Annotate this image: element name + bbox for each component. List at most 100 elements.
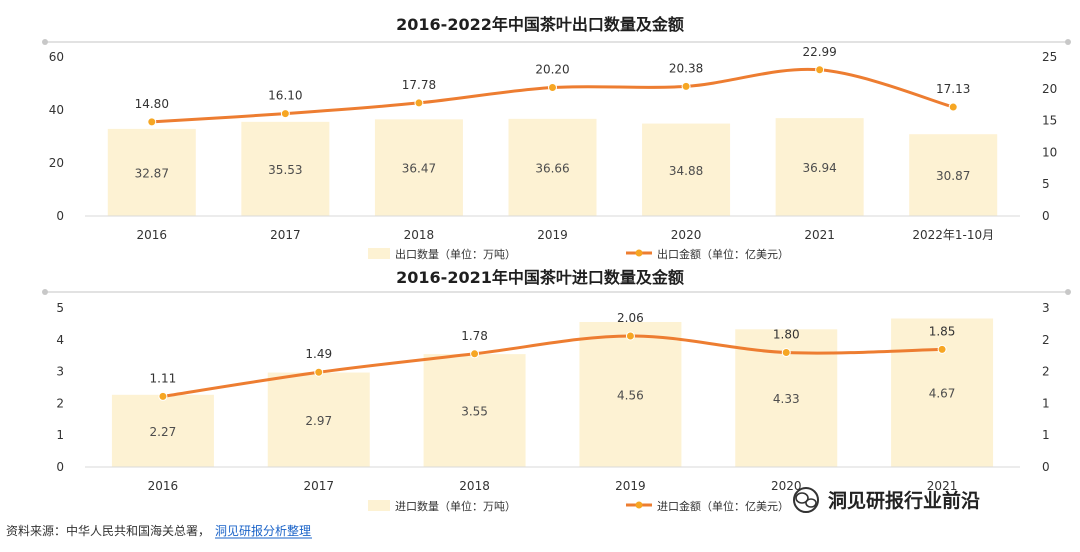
line-series bbox=[162, 334, 943, 398]
left-tick-label: 2 bbox=[56, 396, 64, 410]
right-tick-label: 2 bbox=[1042, 333, 1050, 347]
bar-value-label: 4.67 bbox=[929, 387, 956, 401]
bar bbox=[508, 118, 597, 216]
bar bbox=[891, 318, 994, 467]
bar-value-label: 2.97 bbox=[305, 414, 332, 428]
right-tick-label: 25 bbox=[1042, 50, 1057, 64]
bar bbox=[107, 128, 196, 216]
left-tick-label: 0 bbox=[56, 209, 64, 223]
bar-value-label: 36.47 bbox=[402, 162, 436, 176]
line-value-label: 1.80 bbox=[773, 328, 800, 342]
line-value-label: 1.85 bbox=[929, 324, 956, 338]
line-value-label: 20.38 bbox=[669, 61, 703, 75]
line-point bbox=[147, 117, 157, 127]
brand-name: 洞见研报行业前沿 bbox=[828, 489, 980, 512]
top-rule-dot-right bbox=[1065, 289, 1071, 295]
category-label: 2016 bbox=[148, 479, 179, 493]
line-value-label: 20.20 bbox=[535, 63, 569, 77]
line-value-label: 14.80 bbox=[135, 97, 169, 111]
source-note: 资料来源：中华人民共和国海关总署， bbox=[6, 523, 210, 538]
category-label: 2019 bbox=[537, 228, 568, 242]
line-value-label: 1.78 bbox=[461, 329, 488, 343]
bar bbox=[241, 121, 330, 216]
line-point bbox=[470, 349, 480, 359]
category-label: 2016 bbox=[137, 228, 168, 242]
bar bbox=[111, 394, 214, 467]
line-point bbox=[548, 83, 557, 93]
category-label: 2021 bbox=[804, 228, 835, 242]
category-label: 2017 bbox=[270, 228, 301, 242]
left-tick-label: 40 bbox=[49, 103, 64, 117]
source-link[interactable]: 洞见研报分析整理 bbox=[215, 523, 311, 538]
import-chart: 2016-2021年中国茶叶进口数量及金额 0 1 2 3 4 5 0 1 1 2 2 3 2.27 2.9… bbox=[42, 268, 1071, 513]
left-tick-label: 1 bbox=[56, 428, 64, 442]
bar bbox=[775, 118, 864, 216]
legend-line-marker bbox=[635, 501, 643, 509]
bar-value-label: 30.87 bbox=[936, 169, 970, 183]
right-tick-label: 1 bbox=[1042, 396, 1050, 410]
legend-line-label: 出口金额（单位：亿美元） bbox=[657, 247, 789, 261]
legend-bar-label: 进口数量（单位：万吨） bbox=[395, 499, 516, 513]
line-point bbox=[815, 65, 825, 75]
bar bbox=[909, 134, 998, 216]
category-label: 2018 bbox=[459, 479, 490, 493]
bar-value-label: 34.88 bbox=[669, 164, 703, 178]
bar-value-label: 35.53 bbox=[268, 163, 302, 177]
legend-bar-swatch bbox=[368, 500, 390, 511]
line-point bbox=[937, 344, 947, 354]
line-value-label: 1.49 bbox=[305, 347, 332, 361]
line-point bbox=[781, 348, 791, 358]
category-label: 2017 bbox=[303, 479, 334, 493]
line-point bbox=[414, 98, 424, 108]
bar-value-label: 3.55 bbox=[461, 405, 488, 419]
line-value-label: 2.06 bbox=[617, 311, 644, 325]
left-tick-label: 0 bbox=[56, 460, 64, 474]
bar bbox=[642, 123, 731, 216]
bar bbox=[267, 372, 370, 467]
legend-line-marker bbox=[635, 249, 643, 257]
line-point bbox=[314, 367, 324, 377]
category-label: 2020 bbox=[671, 228, 702, 242]
left-tick-label: 60 bbox=[49, 50, 64, 64]
export-chart: 2016-2022年中国茶叶出口数量及金额 0 20 40 60 0 5 10 15 20 25 32… bbox=[42, 15, 1071, 261]
legend-line-label: 进口金额（单位：亿美元） bbox=[657, 499, 789, 513]
bar-value-label: 2.27 bbox=[150, 425, 177, 439]
right-tick-label: 15 bbox=[1042, 114, 1057, 128]
footer: 资料来源：中华人民共和国海关总署， 洞见研报分析整理 洞见研报行业前沿 bbox=[6, 487, 980, 539]
category-label: 2019 bbox=[615, 479, 646, 493]
top-rule-dot-left bbox=[42, 39, 48, 45]
category-label: 2021 bbox=[927, 479, 958, 493]
bar-value-label: 4.56 bbox=[617, 388, 644, 402]
right-tick-label: 2 bbox=[1042, 365, 1050, 379]
line-value-label: 17.78 bbox=[402, 78, 436, 92]
top-rule-dot-left bbox=[42, 289, 48, 295]
bar-value-label: 36.66 bbox=[535, 161, 569, 175]
bar-value-label: 4.33 bbox=[773, 392, 800, 406]
category-label: 2018 bbox=[404, 228, 435, 242]
left-tick-label: 5 bbox=[56, 301, 64, 315]
legend-bar-swatch bbox=[368, 248, 390, 259]
bar bbox=[374, 119, 463, 216]
right-tick-label: 0 bbox=[1042, 460, 1050, 474]
left-tick-label: 20 bbox=[49, 156, 64, 170]
right-tick-label: 10 bbox=[1042, 145, 1057, 159]
left-tick-label: 3 bbox=[56, 365, 64, 379]
line-value-label: 17.13 bbox=[936, 82, 970, 96]
line-value-label: 1.11 bbox=[150, 371, 177, 385]
category-label: 2020 bbox=[771, 479, 802, 493]
line-value-label: 22.99 bbox=[802, 45, 836, 59]
right-tick-label: 0 bbox=[1042, 209, 1050, 223]
left-tick-label: 4 bbox=[56, 333, 64, 347]
line-point bbox=[280, 109, 290, 119]
line-point bbox=[158, 391, 168, 401]
bar-value-label: 32.87 bbox=[135, 166, 169, 180]
line-value-label: 16.10 bbox=[268, 89, 302, 103]
line-point bbox=[948, 102, 958, 112]
legend-bar-label: 出口数量（单位：万吨） bbox=[395, 247, 516, 261]
bar-value-label: 36.94 bbox=[802, 161, 836, 175]
line-point bbox=[625, 331, 635, 341]
chart-title: 2016-2021年中国茶叶进口数量及金额 bbox=[396, 268, 684, 287]
right-tick-label: 20 bbox=[1042, 82, 1057, 96]
